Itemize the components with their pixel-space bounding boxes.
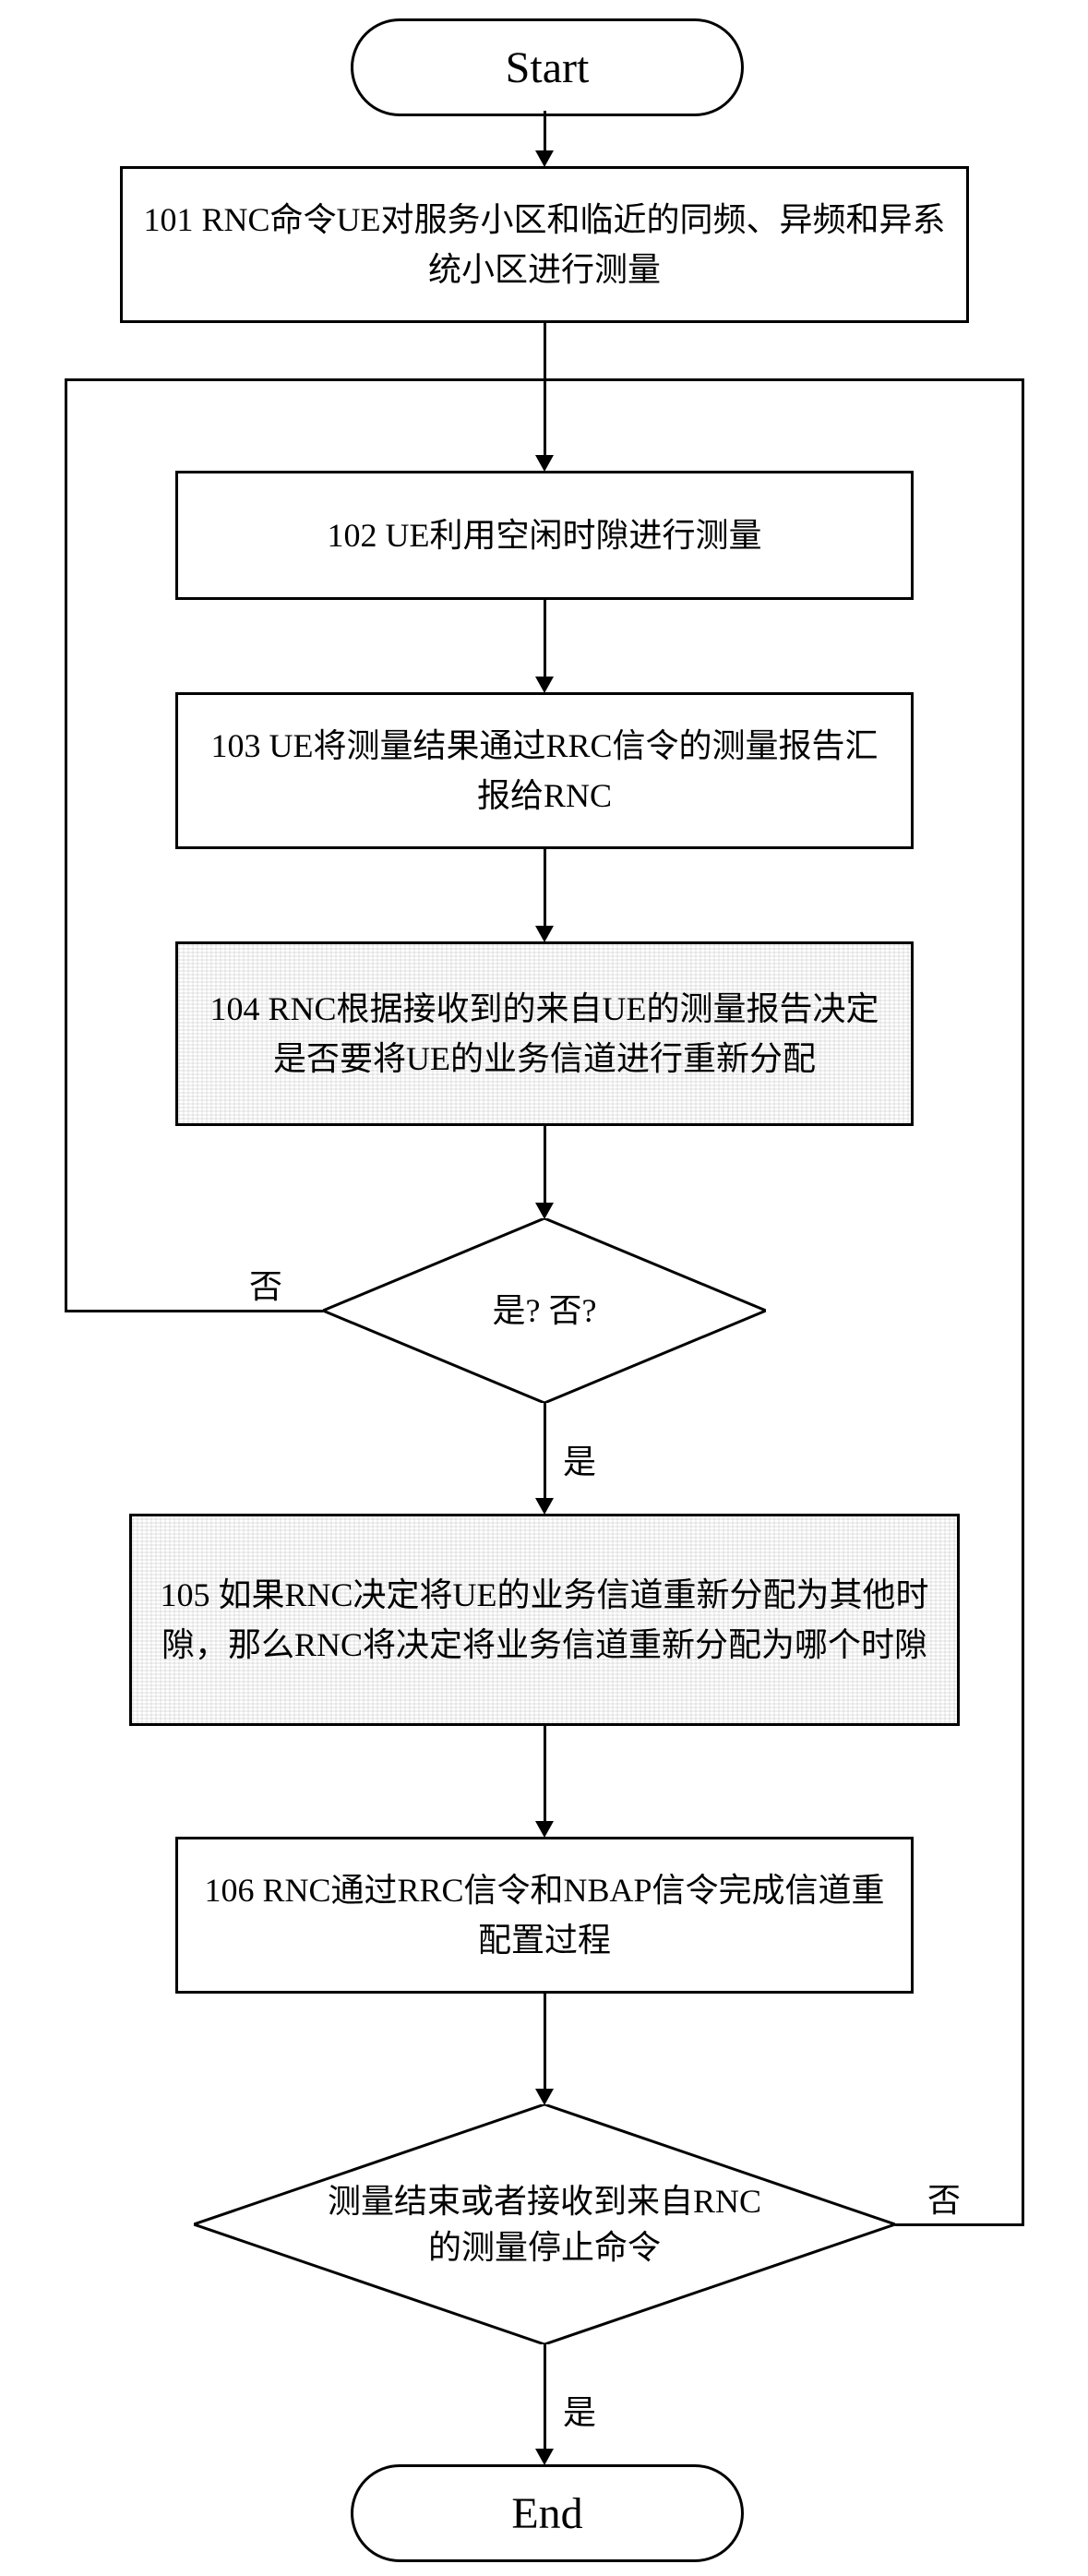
- arrow-dec1-yes: [535, 1498, 554, 1515]
- start-terminator: Start: [351, 18, 744, 116]
- step-105: 105 如果RNC决定将UE的业务信道重新分配为其他时隙，那么RNC将决定将业务…: [129, 1514, 960, 1726]
- arrow-103-104: [535, 926, 554, 942]
- arrow-dec2-yes: [535, 2449, 554, 2465]
- step-102-text: 102 UE利用空闲时隙进行测量: [328, 510, 762, 560]
- dec2-yes-label: 是: [563, 2386, 596, 2434]
- step-106-text: 106 RNC通过RRC信令和NBAP信令完成信道重配置过程: [197, 1865, 892, 1965]
- end-terminator: End: [351, 2464, 744, 2562]
- loop-top-right: [544, 378, 1024, 381]
- step-102: 102 UE利用空闲时隙进行测量: [175, 471, 914, 600]
- edge-dec1-no: [65, 1310, 323, 1312]
- step-104-text: 104 RNC根据接收到的来自UE的测量报告决定是否要将UE的业务信道进行重新分…: [197, 984, 892, 1084]
- loop-right-side: [1022, 378, 1024, 2224]
- dec1-no-label: 否: [249, 1260, 282, 1308]
- edge-104-dec1: [544, 1126, 546, 1204]
- arrow-start-101: [535, 150, 554, 167]
- decision-2-label: 测量结束或者接收到来自RNC的测量停止命令: [194, 2104, 895, 2344]
- edge-dec1-yes: [544, 1403, 546, 1500]
- edge-dec2-no: [895, 2223, 1024, 2226]
- edge-101-junction: [544, 323, 546, 378]
- step-103: 103 UE将测量结果通过RRC信令的测量报告汇报给RNC: [175, 692, 914, 849]
- edge-105-106: [544, 1726, 546, 1823]
- dec1-yes-label: 是: [563, 1435, 596, 1483]
- step-101-text: 101 RNC命令UE对服务小区和临近的同频、异频和异系统小区进行测量: [141, 195, 948, 294]
- arrow-104-dec1: [535, 1203, 554, 1219]
- end-label: End: [511, 2488, 582, 2539]
- arrow-106-dec2: [535, 2089, 554, 2105]
- arrow-102-103: [535, 677, 554, 693]
- edge-dec2-yes: [544, 2344, 546, 2450]
- flowchart-root: Start 101 RNC命令UE对服务小区和临近的同频、异频和异系统小区进行测…: [0, 0, 1088, 2576]
- step-103-text: 103 UE将测量结果通过RRC信令的测量报告汇报给RNC: [197, 721, 892, 821]
- arrow-105-106: [535, 1821, 554, 1838]
- edge-103-104: [544, 849, 546, 928]
- decision-1-label: 是? 否?: [323, 1218, 766, 1403]
- step-101: 101 RNC命令UE对服务小区和临近的同频、异频和异系统小区进行测量: [120, 166, 969, 323]
- edge-junction-102: [544, 378, 546, 457]
- start-label: Start: [506, 42, 590, 93]
- arrow-junction-102: [535, 455, 554, 472]
- edge-102-103: [544, 600, 546, 678]
- step-105-text: 105 如果RNC决定将UE的业务信道重新分配为其他时隙，那么RNC将决定将业务…: [150, 1570, 939, 1670]
- decision-1: 是? 否?: [323, 1218, 766, 1403]
- decision-1-text: 是? 否?: [493, 1288, 597, 1334]
- edge-106-dec2: [544, 1994, 546, 2091]
- edge-start-101: [544, 111, 546, 152]
- loop-left-side: [65, 378, 67, 1311]
- step-104: 104 RNC根据接收到的来自UE的测量报告决定是否要将UE的业务信道进行重新分…: [175, 941, 914, 1126]
- step-106: 106 RNC通过RRC信令和NBAP信令完成信道重配置过程: [175, 1837, 914, 1994]
- dec2-no-label: 否: [927, 2174, 961, 2222]
- loop-top-left: [65, 378, 545, 381]
- decision-2-text: 测量结束或者接收到来自RNC的测量停止命令: [320, 2178, 769, 2271]
- decision-2: 测量结束或者接收到来自RNC的测量停止命令: [194, 2104, 895, 2344]
